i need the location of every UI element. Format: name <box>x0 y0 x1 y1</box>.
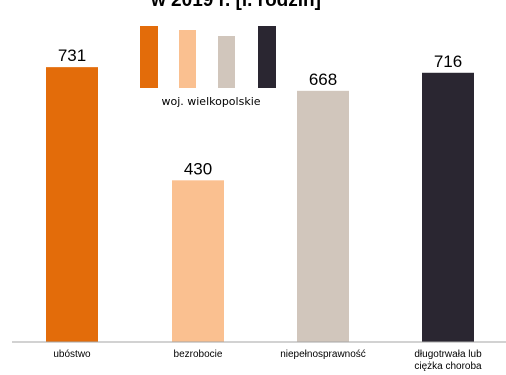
chart-title: w 2019 r. [l. rodzin] <box>150 0 321 11</box>
value-label-4: 716 <box>434 52 462 71</box>
bar-4 <box>422 72 474 342</box>
legend-label: woj. wielkopolskie <box>161 95 260 108</box>
legend-swatch-4 <box>258 26 276 88</box>
legend-swatch-2 <box>179 30 196 88</box>
value-label-1: 731 <box>58 46 86 65</box>
bar-2 <box>172 180 224 342</box>
bars-layer: 731 430 668 716 <box>46 46 474 343</box>
bar-3 <box>297 90 349 342</box>
legend-swatch-3 <box>218 36 235 88</box>
category-label-2: bezrobocie <box>174 349 223 360</box>
category-labels: ubóstwo bezrobocie niepełnosprawność długot… <box>53 349 482 372</box>
category-label-3: niepełnosprawność <box>280 349 366 360</box>
legend-swatch-1 <box>140 26 158 88</box>
bar-1 <box>46 67 98 343</box>
value-label-3: 668 <box>309 70 337 89</box>
legend: woj. wielkopolskie <box>140 26 276 108</box>
category-label-1: ubóstwo <box>53 349 91 360</box>
category-label-4-line-1: długotrwała lub <box>414 349 482 360</box>
value-label-2: 430 <box>184 159 212 178</box>
category-label-4-line-2: ciężka choroba <box>414 361 482 372</box>
